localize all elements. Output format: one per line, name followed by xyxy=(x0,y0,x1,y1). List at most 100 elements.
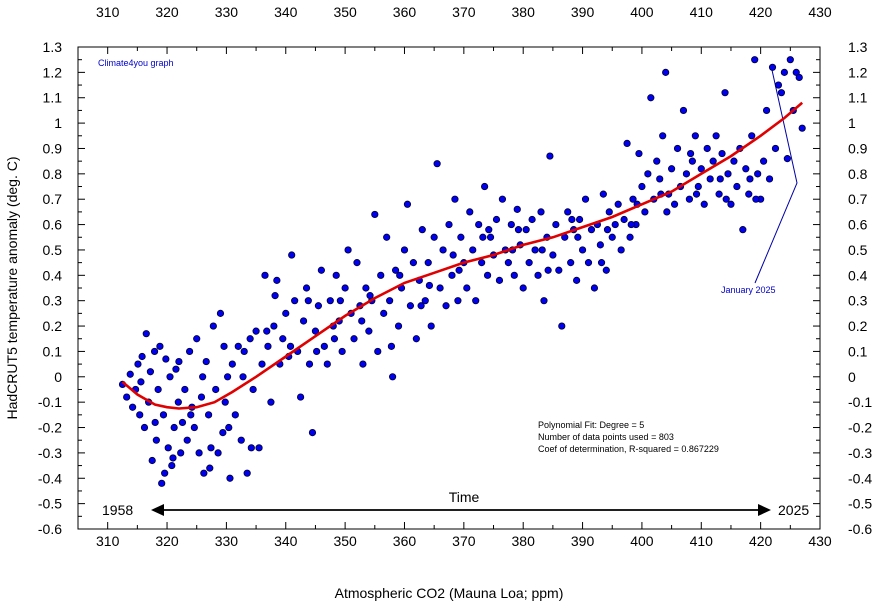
x-tick-label: 410 xyxy=(690,533,714,549)
y-tick-label-right: 0.3 xyxy=(848,293,868,309)
data-point xyxy=(599,190,607,198)
data-point xyxy=(225,423,233,432)
data-point xyxy=(330,335,339,343)
data-point xyxy=(546,152,554,160)
data-point xyxy=(454,297,462,305)
x-tick-label: 350 xyxy=(333,533,357,549)
y-tick-labels-left: -0.6 -0.5 -0.4 -0.3 -0.2 -0.1 0 0.1 0.2 0.3 0.4 0.5… xyxy=(38,39,62,537)
x-tick-label: 370 xyxy=(452,533,476,549)
data-point xyxy=(271,292,279,300)
data-point xyxy=(581,195,590,203)
data-point xyxy=(626,233,634,241)
data-point xyxy=(663,208,671,216)
y-tick-label: 0.7 xyxy=(43,191,63,207)
y-tick-label-right: 1 xyxy=(848,115,856,131)
data-point xyxy=(430,233,438,241)
data-point xyxy=(620,215,628,224)
data-point xyxy=(239,373,247,381)
data-point xyxy=(751,56,759,64)
data-point xyxy=(492,215,501,224)
data-point xyxy=(341,284,349,292)
data-point xyxy=(692,190,701,198)
fit-info-line-3: Coef of determination, R-squared = 0.867… xyxy=(538,444,719,454)
data-point xyxy=(366,292,374,300)
data-point xyxy=(495,276,504,284)
data-point xyxy=(219,428,227,437)
data-point xyxy=(575,215,584,224)
data-point xyxy=(574,233,582,241)
data-point xyxy=(611,220,619,229)
y-tick-label-right: -0.1 xyxy=(848,394,872,410)
data-point xyxy=(223,373,232,381)
data-point xyxy=(304,297,312,305)
data-point xyxy=(237,436,245,444)
latest-date-label: January 2025 xyxy=(721,285,776,295)
data-point xyxy=(656,175,664,183)
data-point xyxy=(697,165,705,173)
data-point xyxy=(644,170,652,178)
data-point xyxy=(308,428,317,437)
data-point xyxy=(602,266,610,274)
y-tick-label: 1.2 xyxy=(43,64,63,80)
data-point xyxy=(716,175,724,183)
data-point xyxy=(258,360,266,368)
data-point xyxy=(172,365,180,373)
fit-info-line-1: Polynomial Fit: Degree = 5 xyxy=(538,420,644,430)
y-tick-label-right: 0.6 xyxy=(848,217,868,233)
data-point xyxy=(584,259,593,267)
data-point xyxy=(154,385,162,394)
data-point xyxy=(627,220,635,229)
y-axis-title: HadCRUT5 temperature anomaly (deg. C) xyxy=(4,157,20,420)
data-point xyxy=(273,276,281,284)
data-point xyxy=(417,302,425,310)
end-year-label: 2025 xyxy=(778,502,809,518)
data-point xyxy=(326,297,334,305)
y-tick-label: 0.5 xyxy=(43,242,63,258)
x-tick-label-top: 390 xyxy=(571,4,595,20)
data-point xyxy=(721,89,729,97)
x-tick-label-top: 360 xyxy=(393,4,417,20)
data-point xyxy=(597,259,606,267)
data-point xyxy=(662,68,670,76)
latest-pointer-line xyxy=(754,69,798,284)
x-tick-label-top: 430 xyxy=(808,4,832,20)
x-tick-label: 430 xyxy=(808,533,832,549)
time-arrow-right-head xyxy=(758,504,771,516)
data-point xyxy=(403,200,412,208)
data-point xyxy=(568,215,576,224)
data-point xyxy=(522,226,530,234)
y-tick-label-right: -0.6 xyxy=(848,521,872,537)
data-point xyxy=(389,373,397,381)
data-point xyxy=(267,398,275,406)
data-point xyxy=(406,302,415,310)
y-tick-label: 0.8 xyxy=(43,166,63,182)
data-point xyxy=(531,246,539,254)
data-point xyxy=(177,449,185,457)
data-point xyxy=(169,454,177,462)
time-arrow-left-head xyxy=(151,504,164,516)
data-point xyxy=(216,309,225,317)
data-point xyxy=(742,165,750,173)
data-point xyxy=(400,246,409,254)
data-point xyxy=(353,259,361,267)
data-point xyxy=(752,195,760,203)
data-point xyxy=(694,182,702,191)
data-point xyxy=(479,233,487,241)
data-point xyxy=(614,200,622,208)
y-tick-label-right: 0.2 xyxy=(848,318,868,334)
data-point xyxy=(162,355,170,363)
data-point xyxy=(472,297,480,305)
time-label: Time xyxy=(449,489,480,505)
data-point xyxy=(200,469,208,477)
data-point xyxy=(313,347,321,356)
data-point xyxy=(605,208,613,216)
data-point xyxy=(485,226,493,234)
y-tick-label: 1 xyxy=(54,115,62,131)
data-point xyxy=(510,271,518,279)
data-point xyxy=(424,259,432,267)
fit-info-line-2: Number of data points used = 803 xyxy=(538,432,674,442)
data-point xyxy=(466,208,474,216)
x-tick-label-top: 350 xyxy=(333,4,357,20)
data-point xyxy=(156,342,164,350)
data-point xyxy=(629,195,637,203)
